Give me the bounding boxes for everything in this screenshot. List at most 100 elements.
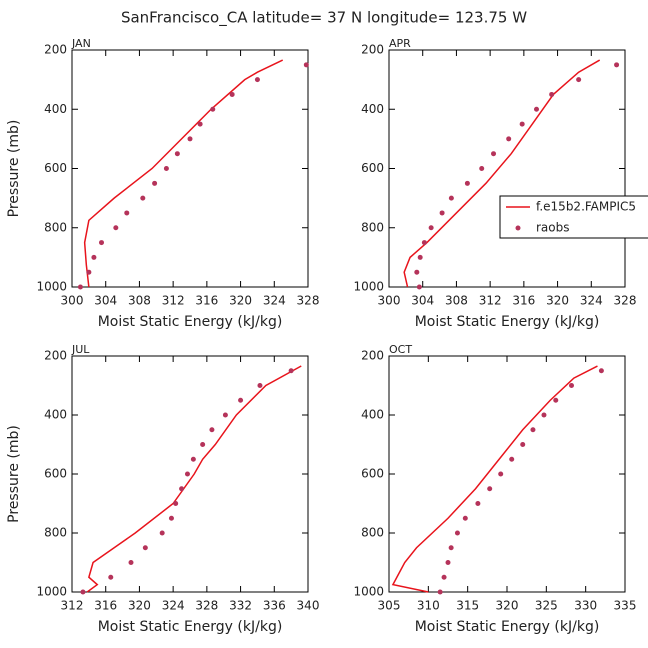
obs-point <box>614 62 620 68</box>
y-tick-label: 800 <box>44 220 67 234</box>
x-tick-label: 324 <box>580 294 603 308</box>
y-axis-label: Pressure (mb) <box>6 120 22 218</box>
obs-point <box>462 515 468 521</box>
x-tick-label: 304 <box>411 294 434 308</box>
obs-point <box>441 574 447 580</box>
x-tick-label: 320 <box>546 294 569 308</box>
obs-point <box>534 106 539 112</box>
y-tick-label: 400 <box>44 408 67 422</box>
y-tick-label: 1000 <box>36 585 67 599</box>
obs-point <box>445 560 451 565</box>
x-tick-label: 320 <box>128 599 151 613</box>
obs-point <box>99 240 104 246</box>
x-tick-label: 312 <box>61 599 84 613</box>
x-tick-label: 304 <box>94 294 117 308</box>
plot-frame <box>71 49 309 288</box>
obs-point <box>303 62 309 68</box>
obs-point <box>448 545 454 551</box>
obs-point <box>80 589 86 595</box>
y-tick-label: 800 <box>361 220 384 234</box>
obs-point <box>142 545 148 551</box>
y-axis-label: Pressure (mb) <box>6 425 22 523</box>
x-tick-label: 324 <box>162 599 185 613</box>
obs-point <box>416 284 422 290</box>
obs-point <box>197 121 203 127</box>
obs-point <box>200 442 206 447</box>
y-tick-label: 1000 <box>353 280 384 294</box>
obs-point <box>86 269 92 275</box>
x-tick-label: 328 <box>614 294 637 308</box>
obs-point <box>184 471 190 477</box>
legend-label: f.e15b2.FAMPIC5 <box>536 200 636 214</box>
obs-point <box>152 180 158 186</box>
x-tick-label: 325 <box>535 599 558 613</box>
obs-point <box>124 210 130 216</box>
y-tick-label: 600 <box>361 161 384 175</box>
obs-point <box>254 77 260 83</box>
obs-point <box>173 501 179 506</box>
x-tick-label: 336 <box>263 599 286 613</box>
obs-point <box>77 284 83 290</box>
obs-point <box>210 106 216 112</box>
obs-point <box>174 151 180 157</box>
obs-point <box>498 471 504 477</box>
obs-point <box>159 530 165 536</box>
x-tick-label: 324 <box>263 294 286 308</box>
legend-box <box>499 195 648 239</box>
x-tick-label: 320 <box>496 599 519 613</box>
x-tick-label: 332 <box>229 599 252 613</box>
y-tick-label: 800 <box>44 526 67 540</box>
y-tick-label: 400 <box>361 102 384 116</box>
x-tick-label: 340 <box>297 599 320 613</box>
y-tick-label: 600 <box>44 467 67 481</box>
obs-point <box>549 91 555 97</box>
obs-point <box>209 427 215 433</box>
y-tick-label: 1000 <box>353 585 384 599</box>
profile-line <box>391 365 598 593</box>
y-tick-label: 200 <box>44 349 67 363</box>
x-tick-label: 328 <box>297 294 320 308</box>
x-tick-label: 320 <box>229 294 252 308</box>
x-tick-label: 308 <box>445 294 468 308</box>
obs-point <box>190 456 196 462</box>
obs-point <box>238 397 244 403</box>
obs-point <box>454 530 460 536</box>
obs-point <box>179 486 185 492</box>
legend-marker <box>515 225 521 231</box>
obs-point <box>475 501 481 506</box>
obs-point <box>530 427 536 433</box>
x-tick-label: 300 <box>378 294 401 308</box>
obs-point <box>168 515 174 521</box>
x-tick-label: 300 <box>61 294 84 308</box>
obs-point <box>520 442 526 447</box>
x-tick-label: 316 <box>195 294 218 308</box>
x-tick-label: 316 <box>512 294 535 308</box>
obs-point <box>448 195 454 201</box>
plot-frame <box>388 49 626 288</box>
obs-point <box>128 560 134 565</box>
obs-point <box>428 225 434 231</box>
y-tick-label: 200 <box>44 43 67 57</box>
obs-point <box>229 91 235 97</box>
obs-point <box>257 383 263 388</box>
x-tick-label: 305 <box>378 599 401 613</box>
obs-point <box>487 486 493 492</box>
x-tick-label: 310 <box>417 599 440 613</box>
obs-point <box>598 368 604 374</box>
profile-line <box>83 59 284 288</box>
x-tick-label: 308 <box>128 294 151 308</box>
obs-point <box>417 254 423 260</box>
obs-point <box>414 269 420 275</box>
obs-point <box>140 195 146 201</box>
x-tick-label: 330 <box>574 599 597 613</box>
obs-point <box>91 254 97 260</box>
profile-line <box>86 365 302 593</box>
obs-point <box>437 589 443 595</box>
obs-point <box>491 151 497 157</box>
obs-point <box>541 412 547 418</box>
x-axis-label: Moist Static Energy (kJ/kg) <box>415 314 600 330</box>
x-axis-label: Moist Static Energy (kJ/kg) <box>98 314 283 330</box>
obs-point <box>108 574 114 580</box>
obs-point <box>163 166 169 171</box>
